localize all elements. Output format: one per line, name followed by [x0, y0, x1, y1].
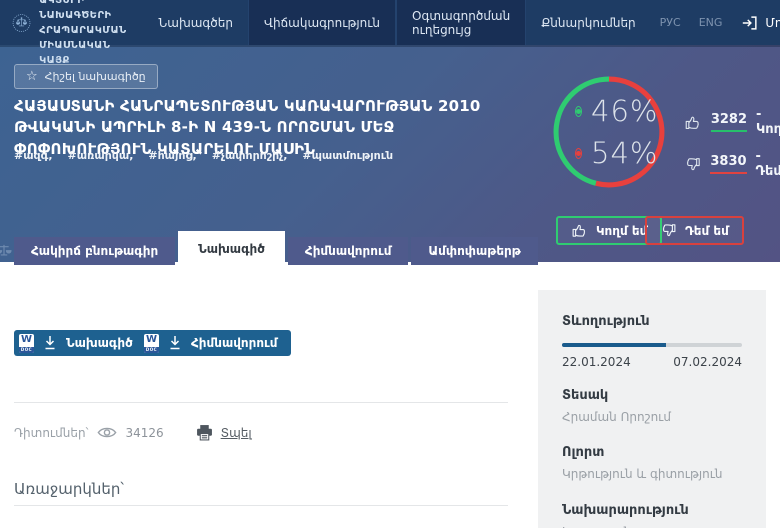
download-justification-button[interactable]: W Հիմնավորում [139, 330, 291, 356]
thumbs-up-icon [572, 224, 586, 237]
type-label: Տեսակ [562, 388, 609, 403]
watermark-scales-icon [0, 244, 12, 256]
views-row: Դիտումներ՝ 34126 Տպել [14, 424, 252, 441]
sector-value: Կրթություն և գիտություն [562, 467, 723, 482]
donut-green-arc [553, 76, 610, 186]
star-icon: ☆ [26, 69, 38, 84]
vote-for-button[interactable]: Կողմ եմ [556, 216, 663, 245]
print-button[interactable]: Տպել [196, 424, 252, 441]
divider [14, 505, 508, 506]
against-count[interactable]: 3830 [710, 154, 747, 174]
top-navbar: ԻՐԱՎԱԿԱՆ ԱԿՏԵՐԻ ՆԱԽԱԳԾԵՐԻ ՀՐԱՊԱՐԱԿՄԱՆ ՄԻ… [0, 0, 780, 66]
word-doc-icon: W [144, 333, 159, 353]
tab-summary-sheet[interactable]: Ամփոփաթերթ [411, 237, 538, 265]
duration-progress-bar [562, 343, 742, 347]
nav-item-guide[interactable]: Օգտագործման ուղեցույց [396, 0, 527, 45]
views-label: Դիտումներ՝ [14, 425, 89, 440]
meta-sidebar: Տևողություն 22.01.2024 07.02.2024 Տեսակ … [538, 290, 766, 528]
site-logo[interactable]: ԻՐԱՎԱԿԱՆ ԱԿՏԵՐԻ ՆԱԽԱԳԾԵՐԻ ՀՐԱՊԱՐԱԿՄԱՆ ՄԻ… [0, 0, 144, 66]
nav-menu: Նախագծեր Վիճակագրություն Օգտագործման ուղ… [144, 0, 780, 45]
download-draft-label: Նախագիծ [66, 336, 133, 350]
thumbs-down-icon [686, 157, 700, 170]
login-label: Մուտք [765, 15, 780, 30]
download-draft-button[interactable]: W Նախագիծ [14, 330, 146, 356]
duration-label: Տևողություն [562, 314, 650, 329]
print-label: Տպել [220, 425, 252, 440]
against-percent: 54% [591, 136, 659, 170]
for-suffix: - Կողմ [756, 107, 780, 137]
against-suffix: - Դեմ [755, 149, 780, 179]
logo-line1: ԻՐԱՎԱԿԱՆ ԱԿՏԵՐԻ ՆԱԽԱԳԾԵՐԻ [39, 0, 112, 21]
hashtag[interactable]: #պատմություն [302, 149, 394, 162]
hashtag[interactable]: #ազգ, [14, 149, 53, 162]
tab-bar: Հակիրճ բնութագիր Նախագիծ Հիմնավորում Ամփ… [14, 231, 538, 271]
login-button[interactable]: Մուտք [731, 0, 780, 45]
eye-icon [97, 427, 117, 438]
for-percent: 46% [591, 94, 659, 128]
nav-item-projects[interactable]: Նախագծեր [158, 15, 233, 30]
for-count[interactable]: 3282 [710, 112, 747, 132]
nav-item-discussions[interactable]: Քննարկումներ [541, 15, 636, 30]
vote-against-button[interactable]: Դեմ եմ [645, 216, 744, 245]
tab-justification[interactable]: Հիմնավորում [287, 237, 409, 265]
vote-for-label: Կողմ եմ [596, 223, 648, 238]
remember-label: Հիշել նախագիծը [44, 70, 146, 83]
hashtag[interactable]: #հայոց, [148, 149, 197, 162]
scales-emblem-icon [12, 13, 31, 32]
for-count-row: 3282 - Կողմ [684, 107, 780, 137]
enter-icon [743, 15, 757, 30]
suggestions-heading: Առաջարկներ՝ [14, 480, 124, 498]
donut-red-arc [595, 76, 665, 188]
word-doc-icon: W [19, 333, 34, 353]
end-date: 07.02.2024 [673, 355, 742, 369]
views-count: 34126 [125, 425, 164, 440]
hashtag[interactable]: #չափորոշիչ, [211, 149, 288, 162]
vote-against-label: Դեմ եմ [685, 223, 729, 238]
thumbs-down-icon [662, 224, 676, 237]
hero-section: ☆ Հիշել նախագիծը ՀԱՅԱՍՏԱՆԻ ՀԱՆՐԱՊԵՏՈՒԹՅԱ… [0, 45, 780, 262]
ministry-value: Կրթության, գիտության,մշակույթի և սպորտի … [562, 524, 742, 528]
logo-line2: ՀՐԱՊԱՐԱԿՄԱՆ ՄԻԱՍՆԱԿԱՆ ԿԱՅՔ [39, 24, 127, 66]
download-icon [170, 336, 180, 350]
vote-donut-chart: 46% 54% [551, 74, 667, 190]
start-date: 22.01.2024 [562, 355, 631, 369]
remember-draft-button[interactable]: ☆ Հիշել նախագիծը [14, 64, 158, 89]
nav-item-statistics[interactable]: Վիճակագրություն [247, 0, 397, 45]
draft-title: ՀԱՅԱՍՏԱՆԻ ՀԱՆՐԱՊԵՏՈՒԹՅԱՆ ԿԱՌԱՎԱՐՈՒԹՅԱՆ 2… [14, 97, 481, 158]
download-justification-label: Հիմնավորում [191, 336, 278, 350]
thumbs-up-icon [685, 116, 699, 129]
type-value: Հրաման Որոշում [562, 410, 672, 424]
hashtag-list: #ազգ, #առարկա, #հայոց, #չափորոշիչ, #պատմ… [14, 149, 393, 162]
against-dot-icon [575, 147, 582, 159]
sector-label: Ոլորտ [562, 445, 605, 461]
for-dot-icon [575, 105, 582, 117]
tab-brief-description[interactable]: Հակիրճ բնութագիր [14, 237, 176, 265]
lang-eng[interactable]: ENG [698, 16, 723, 29]
printer-icon [196, 425, 212, 441]
tab-draft[interactable]: Նախագիծ [178, 231, 285, 271]
lang-rus[interactable]: РУС [659, 16, 681, 29]
hashtag[interactable]: #առարկա, [67, 149, 134, 162]
duration-progress-fill [562, 343, 667, 347]
download-icon [45, 336, 55, 350]
against-count-row: 3830 - Դեմ [684, 149, 780, 179]
divider [14, 402, 508, 403]
ministry-label: Նախարարություն [562, 502, 689, 518]
